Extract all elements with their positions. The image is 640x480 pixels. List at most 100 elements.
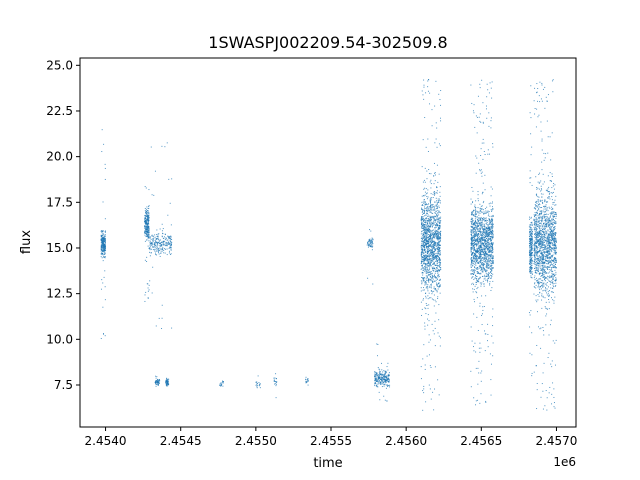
data-point	[536, 280, 538, 282]
data-point	[159, 245, 161, 247]
data-point	[424, 328, 426, 330]
data-point	[538, 235, 540, 237]
data-point	[426, 254, 428, 256]
data-point	[380, 380, 382, 382]
data-point	[473, 227, 475, 229]
data-point	[490, 250, 492, 252]
data-point	[474, 209, 476, 211]
data-point	[485, 108, 487, 110]
data-point	[530, 267, 532, 269]
data-point	[536, 240, 538, 242]
data-point	[437, 235, 439, 237]
data-point	[436, 236, 438, 238]
data-point	[542, 244, 544, 246]
data-point	[470, 226, 472, 228]
data-point	[145, 218, 147, 220]
data-point	[421, 276, 423, 278]
data-point	[159, 247, 161, 249]
data-point	[166, 377, 168, 379]
data-point	[436, 216, 438, 218]
data-point	[473, 254, 475, 256]
chart-title: 1SWASPJ002209.54-302509.8	[208, 33, 447, 52]
data-point	[486, 270, 488, 272]
data-point	[490, 243, 492, 245]
data-point	[478, 236, 480, 238]
data-point	[425, 278, 427, 280]
data-point	[478, 347, 480, 349]
data-point	[484, 257, 486, 259]
data-point	[486, 253, 488, 255]
data-point	[480, 393, 482, 395]
data-point	[529, 314, 531, 316]
data-point	[104, 234, 106, 236]
data-point	[436, 200, 438, 202]
data-point	[436, 206, 438, 208]
data-point	[477, 286, 479, 288]
data-point	[476, 243, 478, 245]
data-point	[435, 271, 437, 272]
data-point	[489, 261, 491, 263]
data-point	[426, 233, 428, 235]
data-point	[255, 384, 257, 386]
data-point	[492, 267, 494, 269]
data-point	[421, 226, 423, 228]
data-point	[482, 191, 484, 193]
data-point	[551, 192, 553, 194]
data-point	[151, 234, 153, 236]
data-point	[430, 234, 432, 236]
data-point	[379, 377, 381, 379]
data-point	[486, 227, 488, 229]
data-point	[541, 295, 543, 297]
data-point	[474, 243, 476, 245]
data-point	[387, 379, 389, 381]
data-point	[424, 235, 426, 237]
data-point	[438, 279, 440, 281]
data-point	[481, 235, 483, 237]
data-point	[421, 216, 423, 218]
data-point	[429, 215, 431, 217]
data-point	[439, 219, 441, 221]
data-point	[483, 251, 485, 253]
data-point	[475, 232, 477, 234]
data-point	[433, 183, 435, 185]
data-point	[553, 226, 555, 228]
data-point	[433, 246, 435, 248]
data-point	[471, 187, 473, 188]
data-point	[472, 220, 474, 222]
data-point	[478, 260, 480, 262]
data-point	[488, 275, 490, 277]
data-point	[529, 265, 531, 267]
data-point	[426, 231, 428, 233]
data-point	[483, 278, 485, 280]
data-point	[427, 324, 429, 326]
data-point	[431, 246, 433, 248]
data-point	[491, 277, 492, 279]
data-point	[423, 252, 425, 254]
data-point	[491, 266, 493, 268]
data-point	[438, 253, 440, 255]
data-point	[534, 271, 536, 273]
data-point	[145, 222, 147, 224]
data-point	[422, 204, 424, 206]
data-point	[540, 251, 542, 253]
data-point	[435, 192, 437, 194]
data-point	[101, 248, 103, 250]
data-point	[437, 231, 439, 233]
data-point	[426, 246, 428, 248]
data-point	[492, 260, 494, 262]
data-point	[487, 239, 489, 241]
data-point	[549, 283, 551, 285]
data-point	[529, 112, 531, 114]
data-point	[426, 250, 428, 252]
data-point	[384, 370, 386, 372]
data-point	[103, 238, 105, 240]
data-point	[439, 263, 441, 265]
data-point	[148, 229, 150, 231]
data-point	[144, 186, 146, 188]
data-point	[475, 275, 477, 277]
data-point	[534, 268, 535, 269]
data-point	[427, 254, 429, 256]
data-point	[374, 371, 376, 373]
data-point	[429, 258, 431, 260]
data-point	[163, 241, 165, 243]
